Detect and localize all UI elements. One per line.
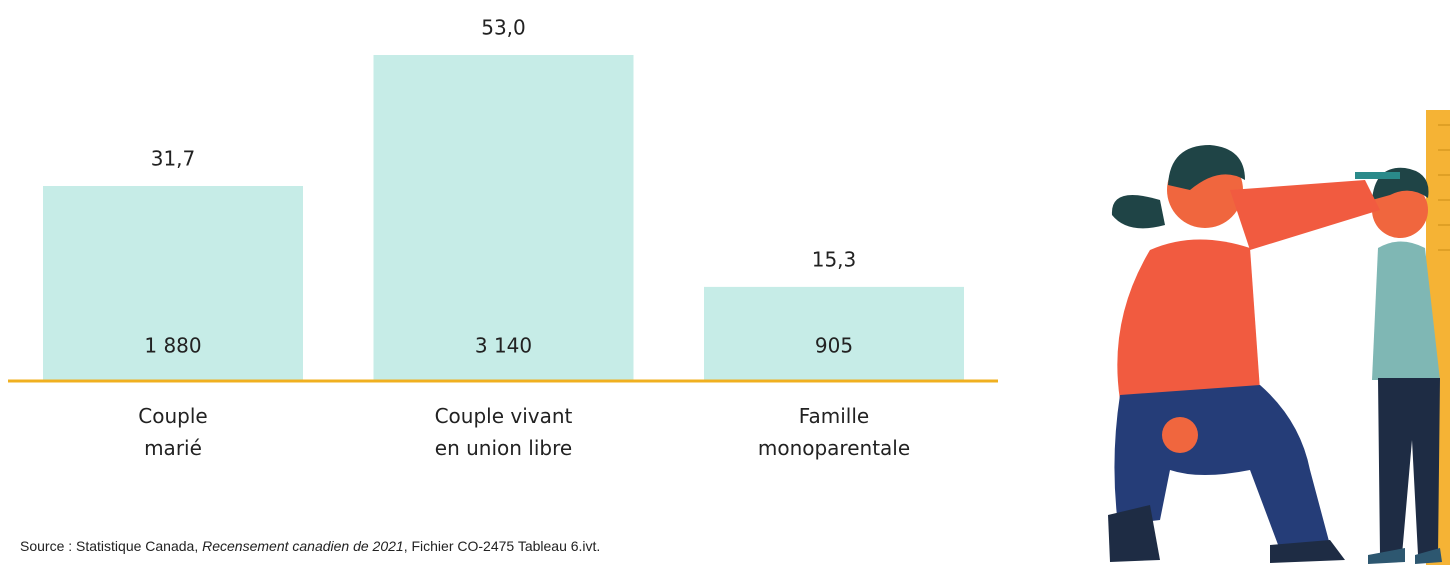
category-label: Famille monoparentale bbox=[704, 400, 964, 464]
bar bbox=[374, 55, 634, 381]
source: Source : Statistique Canada, Recensement… bbox=[20, 538, 600, 554]
chart: 31,7 1 880 53,0 3 140 15,3 905 bbox=[0, 0, 1450, 565]
category-label: Couple vivant en union libre bbox=[374, 400, 634, 464]
count-label: 1 880 bbox=[144, 334, 201, 358]
category-label: Couple marié bbox=[43, 400, 303, 464]
value-label: 31,7 bbox=[151, 147, 196, 171]
value-label: 53,0 bbox=[481, 16, 526, 40]
source-title: Recensement canadien de 2021 bbox=[202, 538, 404, 554]
value-label: 15,3 bbox=[812, 247, 857, 271]
page: 31,7 1 880 53,0 3 140 15,3 905 Source : Stati… bbox=[0, 0, 1450, 565]
count-label: 3 140 bbox=[475, 334, 532, 358]
illustration bbox=[1108, 110, 1450, 565]
source-suffix: , Fichier CO-2475 Tableau 6.ivt. bbox=[404, 538, 601, 554]
source-prefix: Source : Statistique Canada, bbox=[20, 538, 202, 554]
count-label: 905 bbox=[815, 334, 853, 358]
